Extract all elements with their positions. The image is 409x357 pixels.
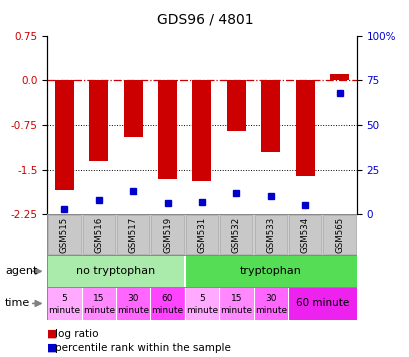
Text: 15: 15 [93, 294, 104, 303]
Bar [329, 74, 348, 80]
Text: log ratio: log ratio [55, 329, 99, 339]
Text: 5: 5 [198, 294, 204, 303]
Bar [288, 215, 321, 255]
Text: 30: 30 [264, 294, 276, 303]
Text: minute: minute [48, 306, 80, 315]
Text: minute: minute [151, 306, 183, 315]
Bar [185, 215, 218, 255]
Bar [47, 287, 81, 320]
Bar [185, 215, 218, 255]
Bar [151, 215, 183, 255]
Bar [158, 80, 177, 178]
Text: percentile rank within the sample: percentile rank within the sample [55, 343, 231, 353]
Bar [184, 287, 218, 320]
Bar [261, 80, 279, 152]
Bar [48, 215, 80, 255]
Bar [218, 287, 253, 320]
Text: tryptophan: tryptophan [239, 266, 301, 276]
Bar [117, 215, 149, 255]
Bar [89, 80, 108, 161]
Text: GSM565: GSM565 [334, 217, 343, 253]
Bar [82, 215, 115, 255]
Bar [184, 255, 356, 287]
Bar [287, 287, 356, 320]
Text: minute: minute [83, 306, 115, 315]
Text: minute: minute [185, 306, 218, 315]
Bar [55, 80, 74, 190]
Text: 30: 30 [127, 294, 139, 303]
Bar [192, 80, 211, 181]
Bar [220, 215, 252, 255]
Text: GSM534: GSM534 [300, 217, 309, 253]
Bar [47, 255, 184, 287]
Text: time: time [5, 298, 30, 308]
Bar [81, 287, 116, 320]
Text: 5: 5 [61, 294, 67, 303]
Text: GSM519: GSM519 [163, 217, 172, 253]
Bar [254, 215, 286, 255]
Bar [151, 215, 183, 255]
Bar [116, 287, 150, 320]
Bar [124, 80, 142, 137]
Bar [150, 287, 184, 320]
Text: GDS96 / 4801: GDS96 / 4801 [156, 12, 253, 26]
Bar [253, 287, 287, 320]
Text: ■: ■ [47, 343, 58, 353]
Text: GSM515: GSM515 [60, 217, 69, 253]
Text: minute: minute [254, 306, 286, 315]
Text: 60: 60 [162, 294, 173, 303]
Bar [254, 215, 286, 255]
Bar [117, 215, 149, 255]
Bar [288, 215, 321, 255]
Bar [220, 215, 252, 255]
Bar [323, 215, 355, 255]
Text: minute: minute [117, 306, 149, 315]
Text: GSM516: GSM516 [94, 217, 103, 253]
Text: minute: minute [220, 306, 252, 315]
Bar [226, 80, 245, 131]
Text: 15: 15 [230, 294, 241, 303]
Text: GSM517: GSM517 [128, 217, 137, 253]
Text: GSM531: GSM531 [197, 217, 206, 253]
Text: GSM533: GSM533 [265, 217, 274, 253]
Text: 60 minute: 60 minute [295, 298, 348, 308]
Text: ■: ■ [47, 329, 58, 339]
Bar [295, 80, 314, 176]
Bar [82, 215, 115, 255]
Bar [323, 215, 355, 255]
Text: GSM532: GSM532 [231, 217, 240, 253]
Bar [48, 215, 80, 255]
Text: no tryptophan: no tryptophan [76, 266, 155, 276]
Text: agent: agent [5, 266, 37, 276]
